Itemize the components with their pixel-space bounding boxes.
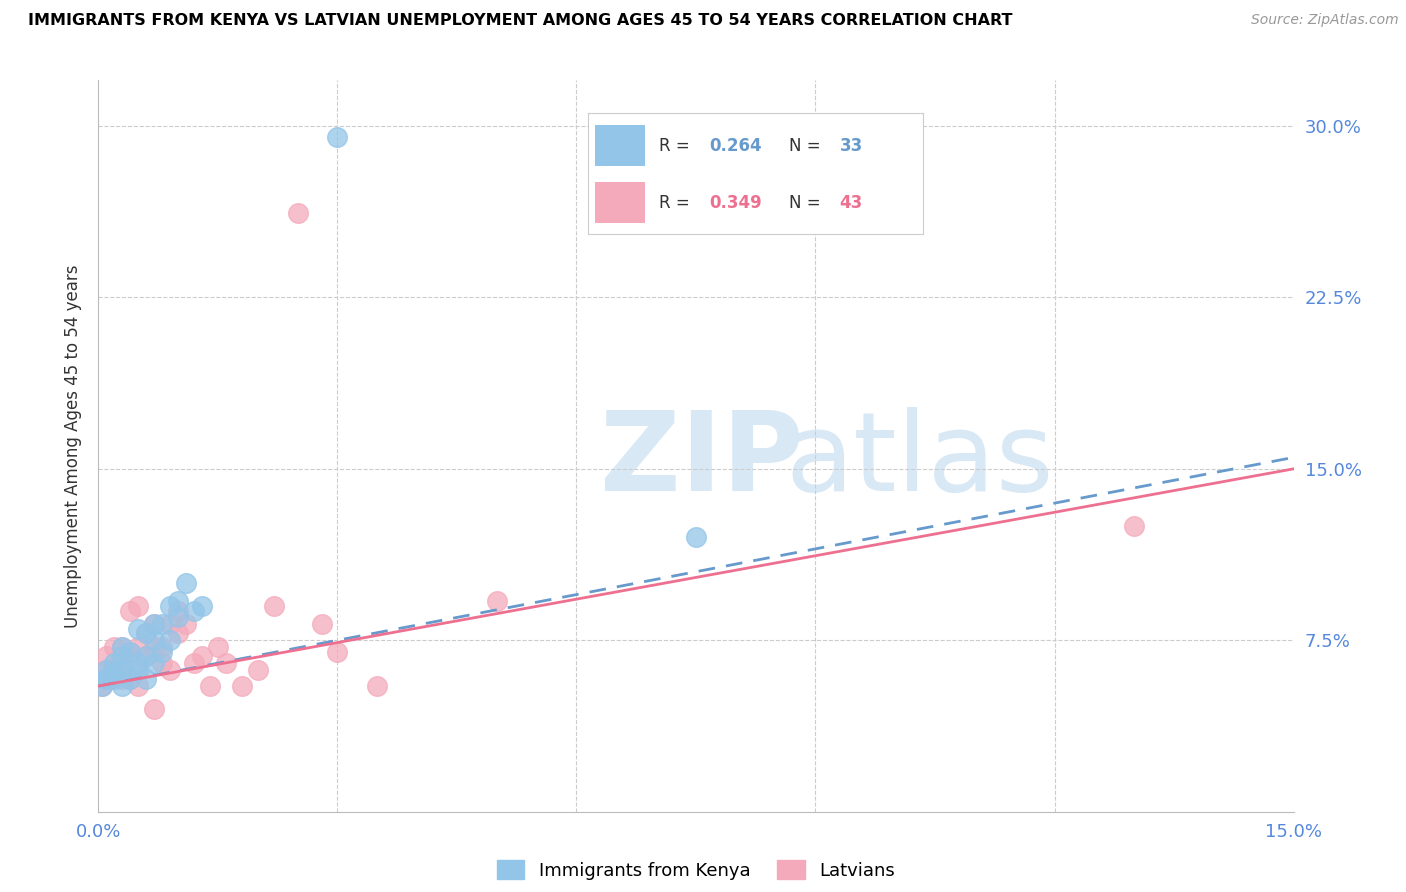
- Y-axis label: Unemployment Among Ages 45 to 54 years: Unemployment Among Ages 45 to 54 years: [63, 264, 82, 628]
- Point: [135, 649, 157, 664]
- Point: [111, 656, 134, 670]
- Point: [96, 649, 118, 664]
- Point: [159, 663, 181, 677]
- Point: [167, 594, 190, 608]
- Text: ZIP: ZIP: [600, 407, 804, 514]
- Point: [485, 594, 508, 608]
- Point: [311, 617, 333, 632]
- Point: [174, 576, 197, 591]
- Point: [263, 599, 285, 613]
- Point: [198, 679, 221, 693]
- Point: [143, 640, 166, 655]
- Point: [111, 640, 134, 655]
- Point: [326, 130, 349, 145]
- Point: [135, 626, 157, 640]
- Point: [111, 649, 134, 664]
- Point: [143, 617, 166, 632]
- Point: [366, 679, 388, 693]
- Text: IMMIGRANTS FROM KENYA VS LATVIAN UNEMPLOYMENT AMONG AGES 45 TO 54 YEARS CORRELAT: IMMIGRANTS FROM KENYA VS LATVIAN UNEMPLO…: [28, 13, 1012, 29]
- Point: [91, 679, 114, 693]
- Point: [96, 663, 118, 677]
- Point: [159, 633, 181, 648]
- Point: [167, 610, 190, 624]
- Point: [159, 599, 181, 613]
- Point: [127, 599, 149, 613]
- Point: [103, 663, 125, 677]
- Point: [96, 663, 118, 677]
- Point: [111, 672, 134, 686]
- Point: [103, 656, 125, 670]
- Point: [143, 633, 166, 648]
- Point: [143, 617, 166, 632]
- Point: [120, 603, 142, 617]
- Point: [135, 626, 157, 640]
- Text: atlas: atlas: [786, 407, 1054, 514]
- Point: [150, 617, 173, 632]
- Point: [215, 656, 238, 670]
- Point: [100, 672, 122, 686]
- Point: [135, 649, 157, 664]
- Point: [150, 656, 173, 670]
- Point: [183, 656, 205, 670]
- Point: [159, 617, 181, 632]
- Text: Source: ZipAtlas.com: Source: ZipAtlas.com: [1251, 13, 1399, 28]
- Point: [150, 645, 173, 659]
- Point: [127, 679, 149, 693]
- Point: [107, 663, 129, 677]
- Point: [191, 649, 214, 664]
- Point: [207, 640, 229, 655]
- Point: [111, 679, 134, 693]
- Point: [127, 663, 149, 677]
- Point: [167, 626, 190, 640]
- Point: [103, 672, 125, 686]
- Point: [246, 663, 269, 677]
- Point: [120, 645, 142, 659]
- Point: [120, 672, 142, 686]
- Point: [120, 672, 142, 686]
- Point: [167, 603, 190, 617]
- Point: [191, 599, 214, 613]
- Point: [143, 702, 166, 716]
- Point: [174, 617, 197, 632]
- Point: [103, 640, 125, 655]
- Point: [287, 206, 309, 220]
- Point: [127, 663, 149, 677]
- Point: [96, 672, 118, 686]
- Point: [120, 645, 142, 659]
- Point: [111, 640, 134, 655]
- Point: [150, 640, 173, 655]
- Point: [1123, 519, 1146, 533]
- Point: [127, 640, 149, 655]
- Point: [685, 530, 707, 544]
- Point: [127, 656, 149, 670]
- Point: [127, 622, 149, 636]
- Point: [183, 603, 205, 617]
- Point: [135, 672, 157, 686]
- Point: [91, 679, 114, 693]
- Point: [143, 656, 166, 670]
- Point: [111, 663, 134, 677]
- Point: [231, 679, 253, 693]
- Legend: Immigrants from Kenya, Latvians: Immigrants from Kenya, Latvians: [489, 853, 903, 887]
- Point: [100, 667, 122, 681]
- Point: [96, 672, 118, 686]
- Point: [326, 645, 349, 659]
